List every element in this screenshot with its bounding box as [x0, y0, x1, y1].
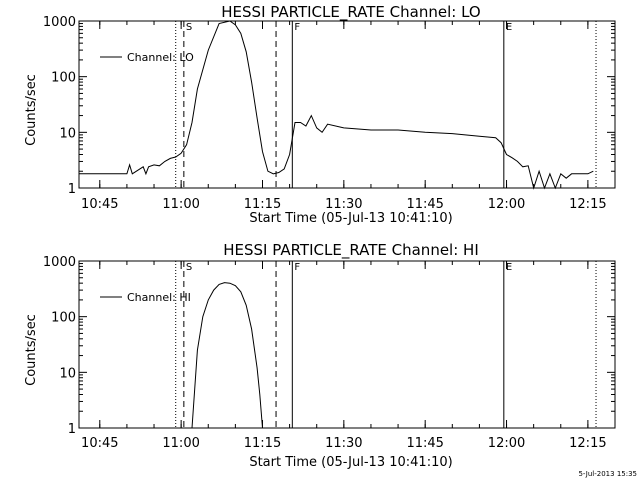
hi-axis-ticks: 10:45 11:00 11:15 11:30 11:45 12:00 12:15 1 10 10…	[43, 255, 616, 451]
hi-y-tick-label: 1000	[43, 255, 76, 270]
lo-x-tick-label: 11:00	[162, 197, 199, 212]
lo-y-tick-label: 10	[59, 126, 76, 141]
hi-x-tick-label: 11:30	[325, 436, 362, 451]
hi-plot-frame	[78, 260, 616, 429]
hi-marker-label: F	[294, 262, 300, 273]
hi-y-axis-title: Counts/sec	[24, 314, 39, 386]
lo-marker-label: S	[186, 22, 192, 33]
lo-marker-label: E	[506, 22, 512, 33]
hi-series-group	[191, 282, 263, 429]
lo-x-tick-label: 10:45	[81, 197, 118, 212]
hi-chart-title: HESSI PARTICLE_RATE Channel: HI	[223, 241, 479, 260]
lo-y-tick-label: 1000	[43, 15, 76, 30]
hi-marker-label: E	[506, 262, 512, 273]
lo-y-axis-title: Counts/sec	[24, 74, 39, 146]
footer-date-stamp: 5-Jul-2013 15:35	[578, 470, 637, 478]
hi-channel-panel: HESSI PARTICLE_RATE Channel: HI Start Ti…	[24, 241, 616, 470]
hi-x-tick-label: 12:15	[569, 436, 606, 451]
lo-legend-label: Channel: LO	[127, 51, 194, 64]
lo-x-tick-label: 11:15	[244, 197, 281, 212]
hi-y-tick-label: 10	[59, 366, 76, 381]
hi-y-tick-label: 1	[68, 422, 76, 437]
hi-x-axis-title: Start Time (05-Jul-13 10:41:10)	[249, 455, 452, 470]
lo-x-axis-title: Start Time (05-Jul-13 10:41:10)	[249, 211, 452, 226]
lo-chart-title: HESSI PARTICLE_RATE Channel: LO	[221, 3, 480, 22]
hi-x-tick-label: 12:00	[488, 436, 525, 451]
lo-y-tick-label: 1	[68, 182, 76, 197]
lo-x-tick-label: 11:30	[325, 197, 362, 212]
lo-x-tick-label: 12:15	[569, 197, 606, 212]
lo-channel-panel: HESSI PARTICLE_RATE Channel: LO Start Ti…	[24, 3, 616, 226]
hi-x-tick-label: 11:00	[162, 436, 199, 451]
hi-x-tick-label: 11:15	[244, 436, 281, 451]
hi-legend-label: Channel: HI	[127, 291, 191, 304]
hi-series-line	[191, 282, 263, 429]
hi-x-tick-label: 10:45	[81, 436, 118, 451]
lo-x-tick-label: 12:00	[488, 197, 525, 212]
lo-x-tick-label: 11:45	[406, 197, 443, 212]
hi-y-tick-label: 100	[51, 311, 76, 326]
hi-x-tick-label: 11:45	[406, 436, 443, 451]
lo-marker-label: F	[294, 22, 300, 33]
lo-plot-frame	[78, 20, 616, 189]
hi-marker-label: S	[186, 262, 192, 273]
lo-y-tick-label: 100	[51, 71, 76, 86]
lo-axis-ticks: 10:45 11:00 11:15 11:30 11:45 12:00 12:15 1 10 10…	[43, 15, 616, 212]
